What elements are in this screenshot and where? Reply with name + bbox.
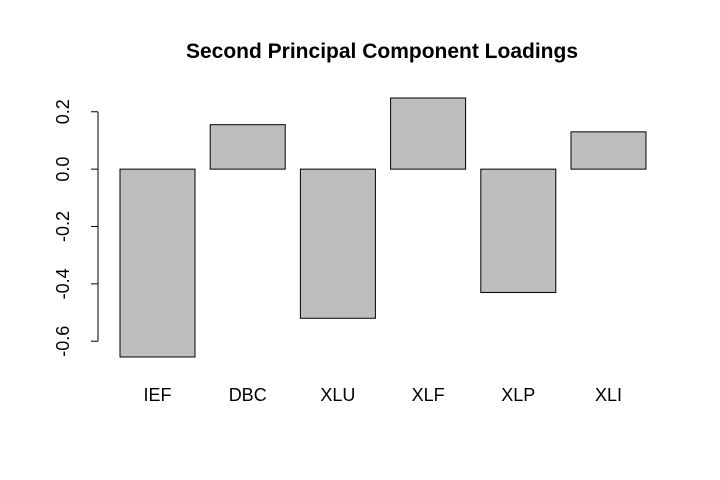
y-tick-label: -0.4: [53, 268, 73, 299]
bars-group: [119, 97, 647, 358]
y-axis: -0.6 -0.4 -0.2 0.0 0.2: [53, 99, 99, 357]
y-tick-label: 0.2: [53, 99, 73, 124]
chart-title: Second Principal Component Loadings: [186, 40, 578, 63]
bar-xlf: [390, 97, 467, 170]
x-tick-label-xlu: XLU: [320, 385, 355, 405]
x-tick-label-xli: XLI: [595, 385, 622, 405]
bar-dbc: [209, 124, 286, 170]
x-axis-labels: IEF DBC XLU XLF XLP XLI: [143, 385, 622, 405]
y-tick-label: 0.0: [53, 157, 73, 182]
x-tick-label-dbc: DBC: [229, 385, 267, 405]
bar-xlp: [480, 168, 557, 293]
bar-ief: [119, 168, 196, 358]
bar-xlu: [299, 168, 376, 319]
x-tick-label-xlp: XLP: [501, 385, 535, 405]
x-tick-label-ief: IEF: [143, 385, 171, 405]
x-tick-label-xlf: XLF: [412, 385, 445, 405]
y-tick-label: -0.6: [53, 326, 73, 357]
bar-xli: [570, 131, 647, 170]
y-tick-label: -0.2: [53, 211, 73, 242]
